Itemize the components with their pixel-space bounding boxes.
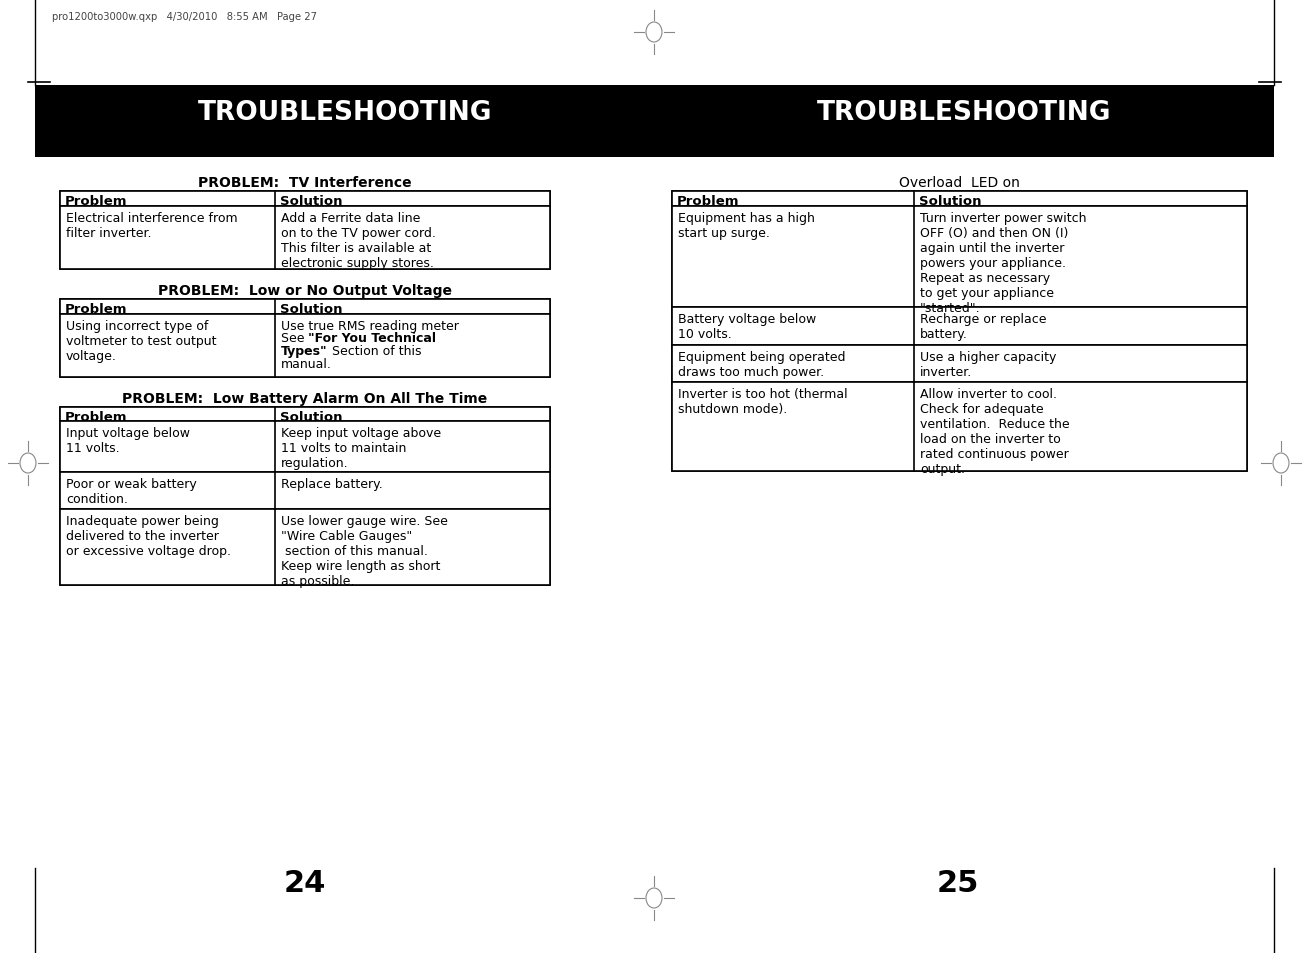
Text: Replace battery.: Replace battery. bbox=[281, 477, 382, 490]
Text: Solution: Solution bbox=[280, 194, 343, 208]
Text: "For You Technical: "For You Technical bbox=[309, 332, 436, 345]
Text: Use lower gauge wire. See
"Wire Cable Gauges"
 section of this manual.
Keep wire: Use lower gauge wire. See "Wire Cable Ga… bbox=[281, 515, 448, 588]
Text: PROBLEM:  Low or No Output Voltage: PROBLEM: Low or No Output Voltage bbox=[158, 284, 452, 297]
Text: Use true RMS reading meter: Use true RMS reading meter bbox=[281, 319, 459, 333]
Bar bbox=[60, 407, 550, 585]
Bar bbox=[672, 383, 1247, 472]
Text: 24: 24 bbox=[284, 868, 326, 897]
Text: Equipment being operated
draws too much power.: Equipment being operated draws too much … bbox=[678, 351, 846, 378]
Bar bbox=[672, 308, 1247, 345]
Bar bbox=[35, 86, 1274, 158]
Text: Use a higher capacity
inverter.: Use a higher capacity inverter. bbox=[920, 351, 1056, 378]
Bar bbox=[60, 314, 550, 377]
Text: PROBLEM:  Low Battery Alarm On All The Time: PROBLEM: Low Battery Alarm On All The Ti… bbox=[122, 392, 488, 405]
Text: Problem: Problem bbox=[65, 410, 127, 423]
Text: 25: 25 bbox=[937, 868, 979, 897]
Text: TROUBLESHOOTING: TROUBLESHOOTING bbox=[198, 100, 492, 126]
Text: Solution: Solution bbox=[919, 194, 982, 208]
Bar bbox=[60, 192, 550, 270]
Text: Solution: Solution bbox=[280, 410, 343, 423]
Text: Types": Types" bbox=[281, 345, 327, 357]
Text: Inverter is too hot (thermal
shutdown mode).: Inverter is too hot (thermal shutdown mo… bbox=[678, 388, 848, 416]
Bar bbox=[60, 207, 550, 270]
Text: Electrical interference from
filter inverter.: Electrical interference from filter inve… bbox=[65, 212, 238, 239]
Text: See: See bbox=[281, 332, 309, 345]
Bar bbox=[60, 422, 550, 473]
Text: Turn inverter power switch
OFF (O) and then ON (I)
again until the inverter
powe: Turn inverter power switch OFF (O) and t… bbox=[920, 212, 1086, 314]
Text: manual.: manual. bbox=[281, 357, 332, 371]
Text: Solution: Solution bbox=[280, 302, 343, 315]
Bar bbox=[672, 207, 1247, 308]
Bar bbox=[60, 473, 550, 510]
Text: Problem: Problem bbox=[65, 302, 127, 315]
Text: Problem: Problem bbox=[677, 194, 740, 208]
Bar bbox=[672, 192, 1247, 207]
Text: Inadequate power being
delivered to the inverter
or excessive voltage drop.: Inadequate power being delivered to the … bbox=[65, 515, 230, 558]
Bar bbox=[672, 192, 1247, 472]
Text: Keep input voltage above
11 volts to maintain
regulation.: Keep input voltage above 11 volts to mai… bbox=[281, 427, 441, 470]
Bar bbox=[60, 299, 550, 314]
Text: Problem: Problem bbox=[65, 194, 127, 208]
Bar bbox=[672, 345, 1247, 383]
Bar bbox=[60, 510, 550, 585]
Bar bbox=[60, 407, 550, 422]
Text: Using incorrect type of
voltmeter to test output
voltage.: Using incorrect type of voltmeter to tes… bbox=[65, 319, 216, 362]
Text: Section of this: Section of this bbox=[327, 345, 421, 357]
Text: Input voltage below
11 volts.: Input voltage below 11 volts. bbox=[65, 427, 190, 455]
Text: Overload  LED on: Overload LED on bbox=[899, 175, 1020, 190]
Text: PROBLEM:  TV Interference: PROBLEM: TV Interference bbox=[198, 175, 412, 190]
Text: Recharge or replace
battery.: Recharge or replace battery. bbox=[920, 313, 1046, 341]
Text: Equipment has a high
start up surge.: Equipment has a high start up surge. bbox=[678, 212, 816, 239]
Bar bbox=[60, 299, 550, 377]
Bar bbox=[60, 192, 550, 207]
Text: Allow inverter to cool.
Check for adequate
ventilation.  Reduce the
load on the : Allow inverter to cool. Check for adequa… bbox=[920, 388, 1069, 476]
Text: pro1200to3000w.qxp   4/30/2010   8:55 AM   Page 27: pro1200to3000w.qxp 4/30/2010 8:55 AM Pag… bbox=[52, 12, 317, 22]
Text: Poor or weak battery
condition.: Poor or weak battery condition. bbox=[65, 477, 196, 505]
Text: Battery voltage below
10 volts.: Battery voltage below 10 volts. bbox=[678, 313, 817, 341]
Text: TROUBLESHOOTING: TROUBLESHOOTING bbox=[817, 100, 1111, 126]
Text: Add a Ferrite data line
on to the TV power cord.
This filter is available at
ele: Add a Ferrite data line on to the TV pow… bbox=[281, 212, 436, 270]
